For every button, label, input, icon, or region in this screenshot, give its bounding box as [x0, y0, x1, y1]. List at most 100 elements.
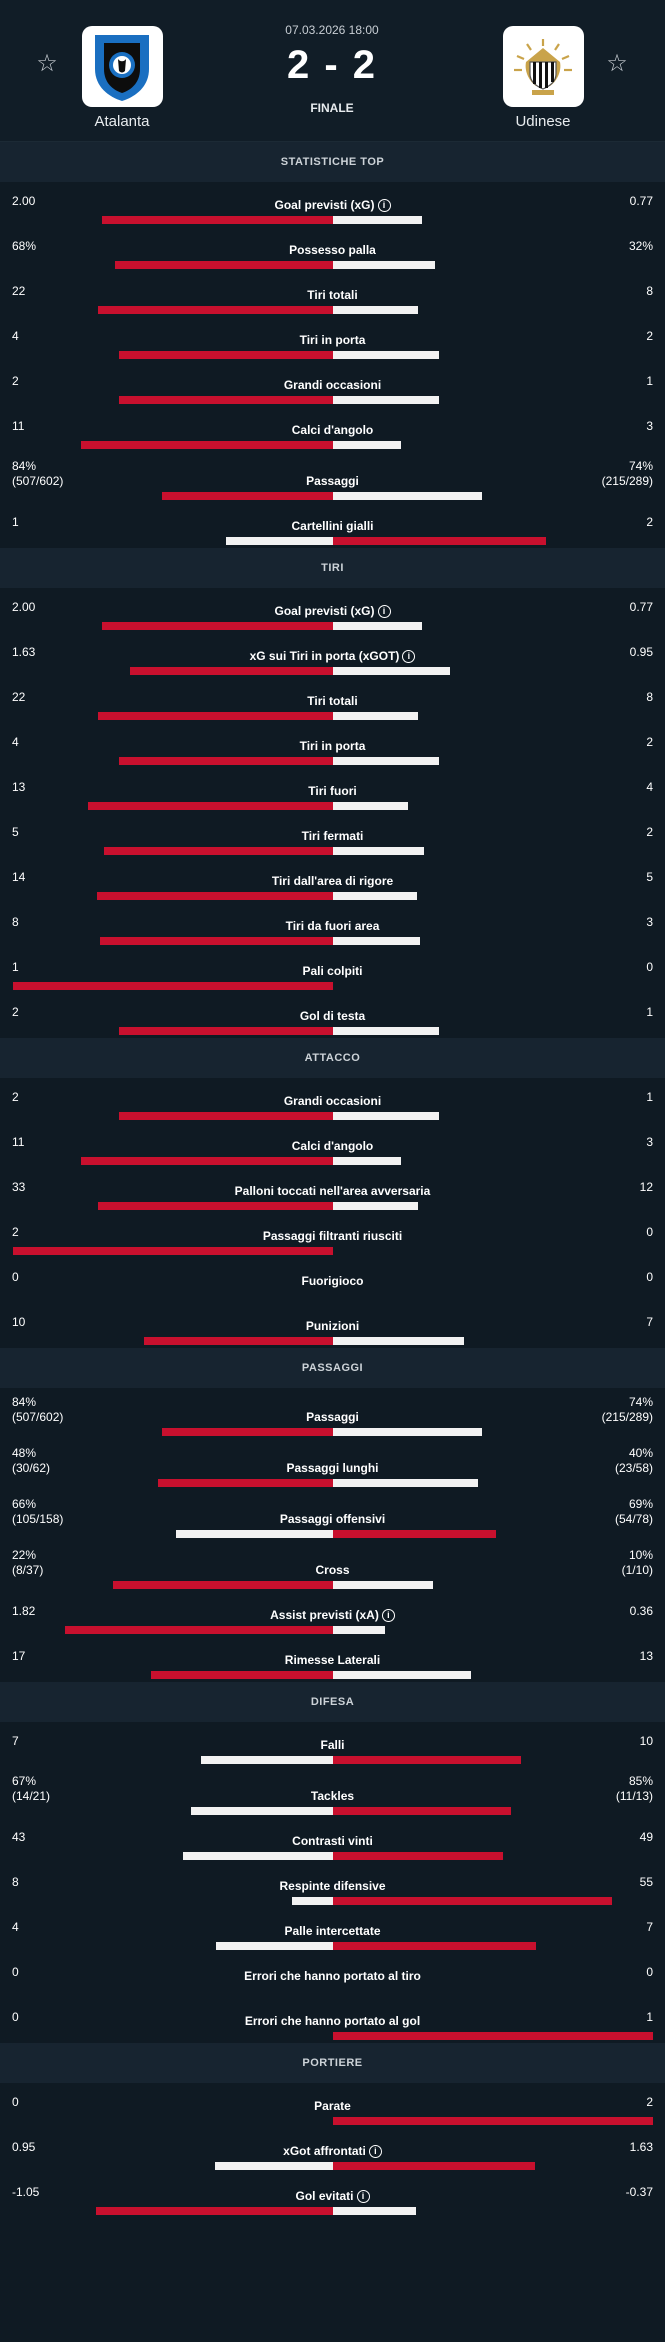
stat-row[interactable]: 22 8 Tiri totali [0, 678, 665, 723]
away-value: 40% (23/58) [615, 1446, 653, 1476]
home-value: 0 [12, 2095, 19, 2110]
stat-row[interactable]: 22% (8/37) 10% (1/10) Cross [0, 1541, 665, 1592]
stat-row[interactable]: 7 10 Falli [0, 1722, 665, 1767]
stat-row[interactable]: 22 8 Tiri totali [0, 272, 665, 317]
stat-row[interactable]: 8 55 Respinte difensive [0, 1863, 665, 1908]
away-value-main: 69% [628, 1497, 653, 1511]
away-value: 74% (215/289) [602, 1395, 653, 1425]
stat-row[interactable]: 17 13 Rimesse Laterali [0, 1637, 665, 1682]
stat-row[interactable]: 1 0 Pali colpiti [0, 948, 665, 993]
home-value: 4 [12, 329, 19, 344]
info-icon[interactable]: i [377, 199, 391, 212]
stat-row[interactable]: 0 2 Parate [0, 2083, 665, 2128]
stat-row[interactable]: 5 2 Tiri fermati [0, 813, 665, 858]
stat-row[interactable]: 48% (30/62) 40% (23/58) Passaggi lunghi [0, 1439, 665, 1490]
stat-row[interactable]: 2 1 Gol di testa [0, 993, 665, 1038]
comparison-bar [12, 1756, 653, 1764]
home-value-main: 22% [12, 1548, 37, 1562]
stat-row[interactable]: 8 3 Tiri da fuori area [0, 903, 665, 948]
away-bar [332, 2162, 535, 2170]
home-value-main: 2 [12, 1090, 19, 1104]
stat-label-text: Tiri fermati [301, 829, 364, 843]
stat-row[interactable]: 0 1 Errori che hanno portato al gol [0, 1998, 665, 2043]
away-bar [332, 537, 546, 545]
info-icon[interactable]: i [368, 2145, 382, 2158]
stat-row[interactable]: 66% (105/158) 69% (54/78) Passaggi offensivi [0, 1490, 665, 1541]
stat-row[interactable]: 13 4 Tiri fuori [0, 768, 665, 813]
stat-row[interactable]: 11 3 Calci d'angolo [0, 407, 665, 452]
stat-row[interactable]: 11 3 Calci d'angolo [0, 1123, 665, 1168]
comparison-bar [12, 1626, 653, 1634]
stat-row[interactable]: 84% (507/602) 74% (215/289) Passaggi [0, 1388, 665, 1439]
stat-row[interactable]: -1.05 -0.37 Gol evitati i [0, 2173, 665, 2218]
stat-row[interactable]: 4 7 Palle intercettate [0, 1908, 665, 1953]
star-outline-icon[interactable]: ☆ [36, 50, 58, 77]
match-header: ☆ Atalanta 07.03.2026 18:00 2 - 2 FINALE [0, 0, 665, 142]
away-bar [332, 306, 418, 314]
section-header: STATISTICHE TOP [0, 142, 665, 182]
stat-row[interactable]: 1.82 0.36 Assist previsti (xA) i [0, 1592, 665, 1637]
section-header: PORTIERE [0, 2043, 665, 2083]
away-bar [332, 2117, 653, 2125]
stat-row[interactable]: 2.00 0.77 Goal previsti (xG) i [0, 588, 665, 633]
stat-row[interactable]: 2.00 0.77 Goal previsti (xG) i [0, 182, 665, 227]
away-bar [332, 1942, 537, 1950]
away-value: 8 [646, 690, 653, 705]
star-outline-icon[interactable]: ☆ [606, 50, 628, 77]
stat-row[interactable]: 84% (507/602) 74% (215/289) Passaggi [0, 452, 665, 503]
home-bar [112, 1581, 333, 1589]
home-value-detail: (507/602) [12, 474, 64, 488]
stat-row[interactable]: 14 5 Tiri dall'area di rigore [0, 858, 665, 903]
stat-label: Assist previsti (xA) i [0, 1608, 665, 1622]
stat-row[interactable]: 1 2 Cartellini gialli [0, 503, 665, 548]
away-bar [332, 396, 440, 404]
home-value-main: 22 [12, 690, 26, 704]
comparison-bar [12, 712, 653, 720]
home-bar [96, 892, 333, 900]
home-bar [158, 1479, 333, 1487]
stat-row[interactable]: 33 12 Palloni toccati nell'area avversaria [0, 1168, 665, 1213]
stat-row[interactable]: 0 0 Fuorigioco [0, 1258, 665, 1303]
home-bar [200, 1756, 333, 1764]
info-icon[interactable]: i [377, 605, 391, 618]
stat-row[interactable]: 2 1 Grandi occasioni [0, 362, 665, 407]
away-value-main: 3 [646, 1135, 653, 1149]
stat-label: Goal previsti (xG) i [0, 198, 665, 212]
info-icon[interactable]: i [402, 650, 416, 663]
stat-row[interactable]: 0.95 1.63 xGot affrontati i [0, 2128, 665, 2173]
stat-label-text: Cross [315, 1563, 350, 1577]
stat-row[interactable]: 2 0 Passaggi filtranti riusciti [0, 1213, 665, 1258]
home-value: 2.00 [12, 600, 35, 615]
info-icon[interactable]: i [356, 2190, 370, 2203]
away-value-main: 1 [646, 1090, 653, 1104]
away-team[interactable]: Udinese [483, 26, 603, 130]
away-bar [332, 1852, 503, 1860]
stat-row[interactable]: 4 2 Tiri in porta [0, 317, 665, 362]
away-bar [332, 1671, 472, 1679]
stat-row[interactable]: 2 1 Grandi occasioni [0, 1078, 665, 1123]
comparison-bar [12, 2162, 653, 2170]
stat-label-text: Tiri dall'area di rigore [271, 874, 394, 888]
stat-row[interactable]: 4 2 Tiri in porta [0, 723, 665, 768]
stat-label-text: Parate [314, 2099, 351, 2113]
stat-row[interactable]: 1.63 0.95 xG sui Tiri in porta (xGOT) i [0, 633, 665, 678]
home-value: 68% [12, 239, 36, 254]
home-team[interactable]: Atalanta [62, 26, 182, 130]
stat-row[interactable]: 10 7 Punizioni [0, 1303, 665, 1348]
stat-label: Falli [0, 1738, 665, 1752]
stat-row[interactable]: 67% (14/21) 85% (11/13) Tackles [0, 1767, 665, 1818]
stat-row[interactable]: 68% 32% Possesso palla [0, 227, 665, 272]
stat-row[interactable]: 0 0 Errori che hanno portato al tiro [0, 1953, 665, 1998]
stat-label: Punizioni [0, 1319, 665, 1333]
stat-label: Passaggi lunghi [0, 1461, 665, 1475]
away-value-detail: (23/58) [614, 1461, 653, 1475]
info-icon[interactable]: i [381, 1609, 395, 1622]
udinese-logo [502, 26, 584, 107]
home-value-detail: (14/21) [12, 1789, 51, 1803]
away-value-main: 2 [646, 735, 653, 749]
home-value-main: 2 [12, 1225, 19, 1239]
home-value: 1.82 [12, 1604, 35, 1619]
away-value-main: 0 [646, 1270, 653, 1284]
stat-row[interactable]: 43 49 Contrasti vinti [0, 1818, 665, 1863]
home-bar [119, 351, 333, 359]
